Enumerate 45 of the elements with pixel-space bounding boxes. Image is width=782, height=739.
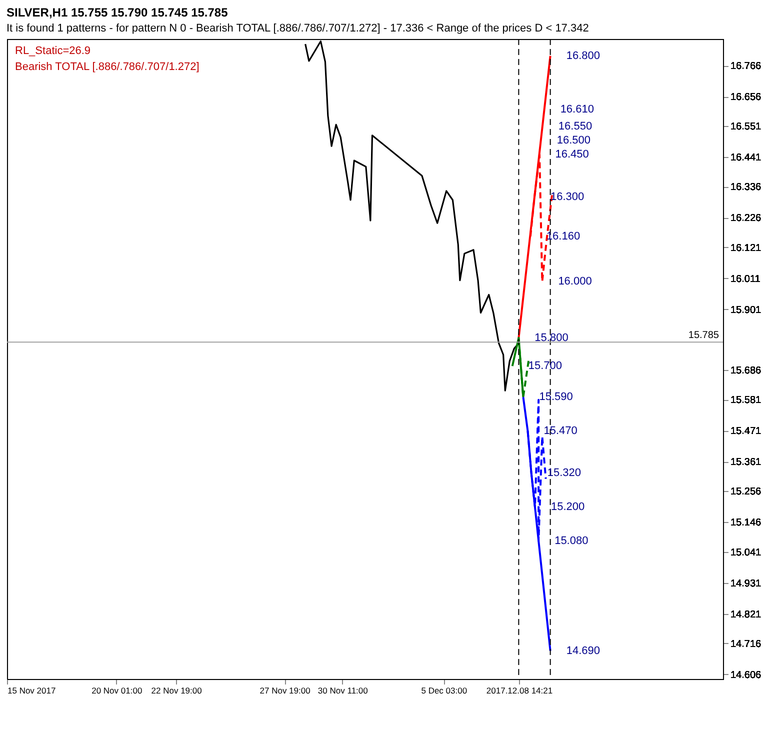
annotation: 15.800 — [534, 332, 568, 344]
y-tick-label: 16.226 — [730, 213, 762, 224]
x-tick-label: 5 Dec 03:00 — [421, 686, 468, 696]
y-tick-label: 14.606 — [730, 670, 762, 681]
annotation: 15.080 — [554, 534, 588, 547]
y-tick-label: 14.931 — [730, 578, 762, 590]
x-tick-label: 15 Nov 2017 — [8, 686, 56, 696]
y-tick-label: 16.121 — [730, 242, 762, 254]
ref-line-label: 15.785 — [688, 330, 720, 342]
y-tick-label: 15.041 — [730, 547, 762, 558]
chart-subtitle: It is found 1 patterns - for pattern N 0 - Bearish TOTAL [.886/.786/.707/1.272] - 17.336 < Range of the prices D < 17.342 — [6, 22, 589, 34]
y-tick-label: 15.471 — [730, 426, 762, 438]
annotation: 15.700 — [528, 360, 562, 372]
x-tick-label: 2017.12.08 14:21 — [486, 686, 553, 696]
annotation: 16.500 — [556, 134, 590, 146]
annotation: 16.800 — [566, 50, 600, 62]
annotation: 14.690 — [566, 644, 600, 657]
y-tick-label: 15.901 — [730, 304, 762, 316]
annotation: 15.320 — [547, 467, 581, 480]
y-tick-label: 14.716 — [730, 638, 762, 650]
annotation: 16.000 — [558, 275, 592, 288]
annotation: 16.450 — [555, 148, 589, 161]
annotation: 16.550 — [558, 120, 592, 132]
y-tick-label: 16.766 — [730, 61, 762, 72]
annotation: 16.610 — [560, 103, 594, 116]
annotation: 15.200 — [550, 501, 585, 514]
x-tick-label: 30 Nov 11:00 — [318, 686, 368, 696]
y-tick-label: 15.361 — [730, 457, 762, 468]
annotation: 15.590 — [539, 391, 573, 404]
y-tick-label: 15.256 — [730, 486, 762, 498]
y-tick-label: 16.551 — [730, 122, 762, 133]
y-tick-label: 15.146 — [730, 518, 762, 529]
y-tick-label: 16.336 — [730, 182, 762, 194]
y-tick-label: 14.821 — [730, 609, 762, 620]
chart-title: SILVER,H1 15.755 15.790 15.745 15.785 — [6, 6, 228, 20]
y-tick-label: 16.656 — [730, 92, 762, 104]
annotation: RL_Static=26.9 — [15, 45, 91, 57]
annotation: Bearish TOTAL [.886/.786/.707/1.272] — [15, 61, 200, 73]
y-tick-label: 15.581 — [730, 395, 762, 406]
x-tick-label: 27 Nov 19:00 — [260, 686, 311, 696]
y-tick-label: 16.441 — [730, 152, 762, 164]
y-tick-label: 15.686 — [730, 365, 762, 376]
x-tick-label: 22 Nov 19:00 — [151, 686, 202, 696]
y-tick-label: 16.011 — [730, 274, 761, 285]
x-tick-label: 20 Nov 01:00 — [92, 686, 142, 696]
